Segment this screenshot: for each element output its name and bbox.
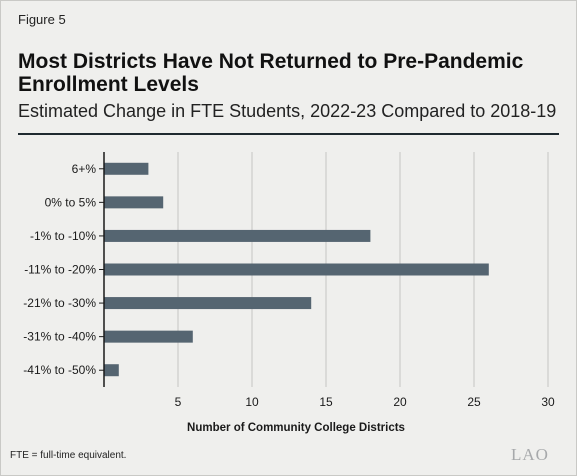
footnote: FTE = full-time equivalent. — [10, 450, 127, 461]
bar-3 — [104, 263, 489, 276]
figure-label: Figure 5 — [18, 12, 66, 27]
category-label-3: -11% to -20% — [24, 263, 96, 277]
bar-0 — [104, 162, 149, 175]
x-tick-label-3: 20 — [393, 395, 407, 409]
bar-4 — [104, 297, 312, 310]
x-tick-label-0: 5 — [175, 395, 182, 409]
x-tick-label-2: 15 — [319, 395, 333, 409]
x-axis-title: Number of Community College Districts — [187, 422, 405, 434]
bar-1 — [104, 196, 164, 209]
chart-subtitle: Estimated Change in FTE Students, 2022-2… — [18, 101, 557, 121]
bar-2 — [104, 229, 371, 242]
title-rule — [18, 133, 559, 135]
x-tick-label-1: 10 — [245, 395, 259, 409]
x-tick-label-4: 25 — [467, 395, 481, 409]
category-label-0: 6+% — [72, 162, 97, 176]
category-label-1: 0% to 5% — [45, 195, 97, 209]
category-label-4: -21% to -30% — [23, 296, 96, 310]
lao-logo: LAO — [511, 445, 549, 464]
category-label-2: -1% to -10% — [30, 229, 96, 243]
bar-5 — [104, 330, 193, 343]
category-label-6: -41% to -50% — [23, 363, 96, 377]
chart-title: Most Districts Have Not Returned to Pre-… — [18, 50, 524, 96]
bar-chart: 5 10 15 20 25 30 6+% 0% to 5% -1% to -10% -11% to… — [23, 152, 555, 434]
bar-6 — [104, 364, 119, 377]
category-label-5: -31% to -40% — [23, 330, 96, 344]
x-tick-label-5: 30 — [541, 395, 555, 409]
